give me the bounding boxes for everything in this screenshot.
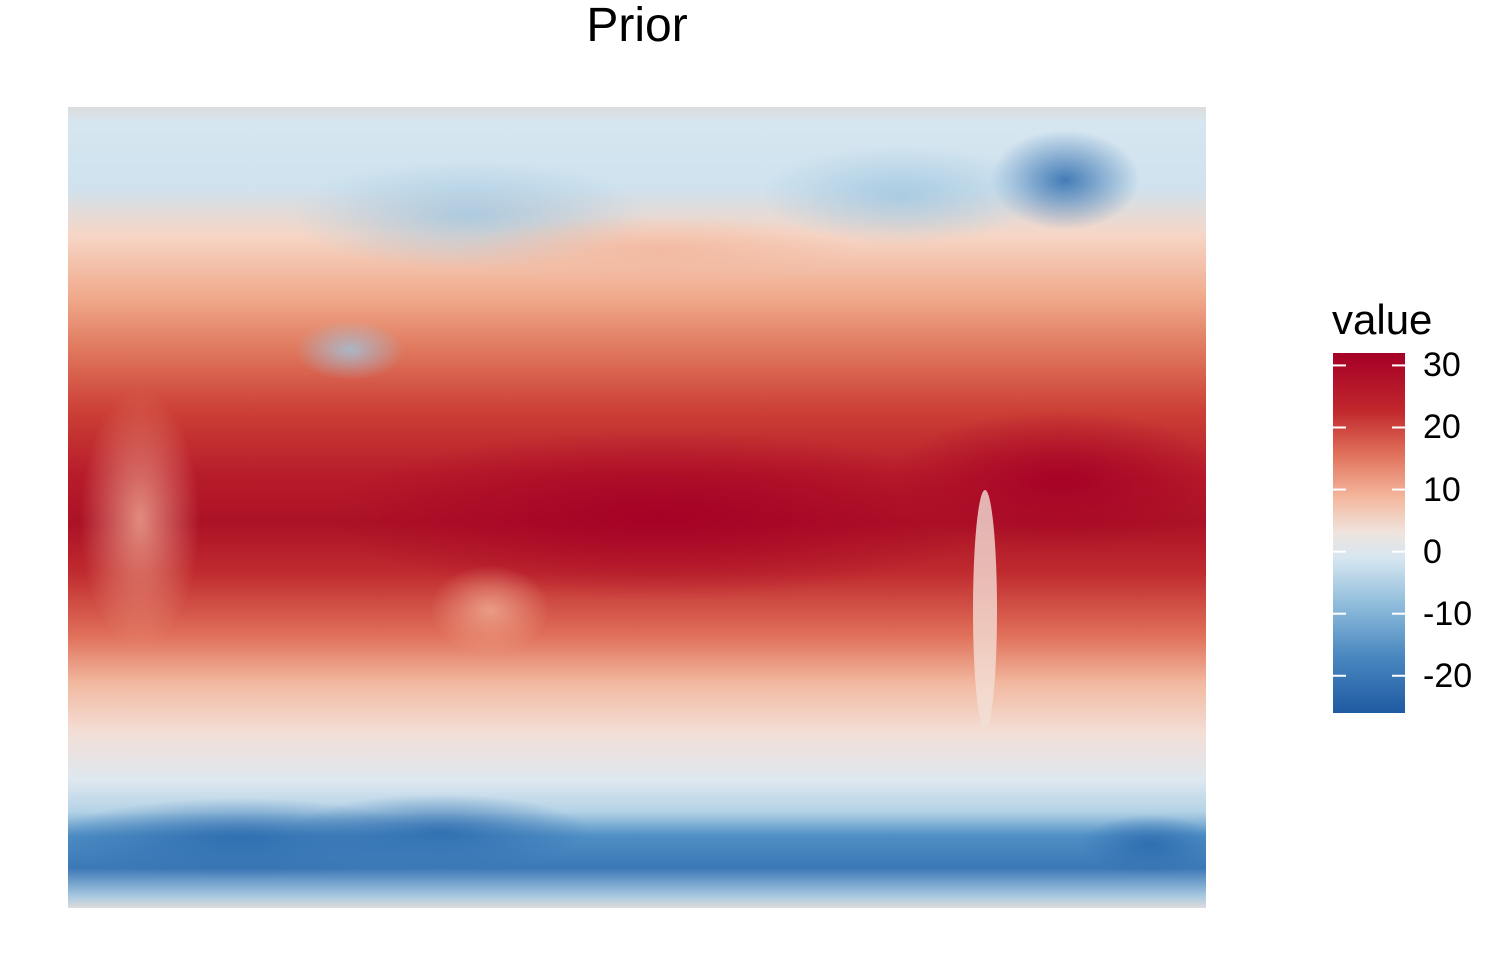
cold-tibet	[295, 320, 405, 380]
hot-core-east	[890, 410, 1206, 550]
legend-tick-label: 20	[1423, 408, 1461, 447]
warm-australia	[430, 565, 550, 655]
hot-core	[330, 430, 990, 600]
chart-title: Prior	[586, 0, 688, 52]
legend-tick-label: -20	[1423, 656, 1473, 695]
legend-tick-label: 0	[1423, 532, 1442, 571]
light-north-pacific	[460, 215, 860, 285]
heatmap-field	[68, 107, 1206, 908]
warm-africa	[80, 390, 200, 650]
andes-strip	[973, 490, 997, 730]
legend-tick-label: 30	[1423, 346, 1461, 385]
cold-antarctica-mid	[290, 794, 590, 870]
cold-north-america	[760, 145, 1040, 245]
legend-tick-label: 10	[1423, 470, 1461, 509]
cold-antarctica-east	[1080, 815, 1206, 875]
legend-tick-label: -10	[1423, 594, 1473, 633]
legend-colorbar	[1333, 353, 1405, 713]
legend-colorbar-rect	[1333, 353, 1405, 713]
legend-title: value	[1332, 296, 1433, 343]
